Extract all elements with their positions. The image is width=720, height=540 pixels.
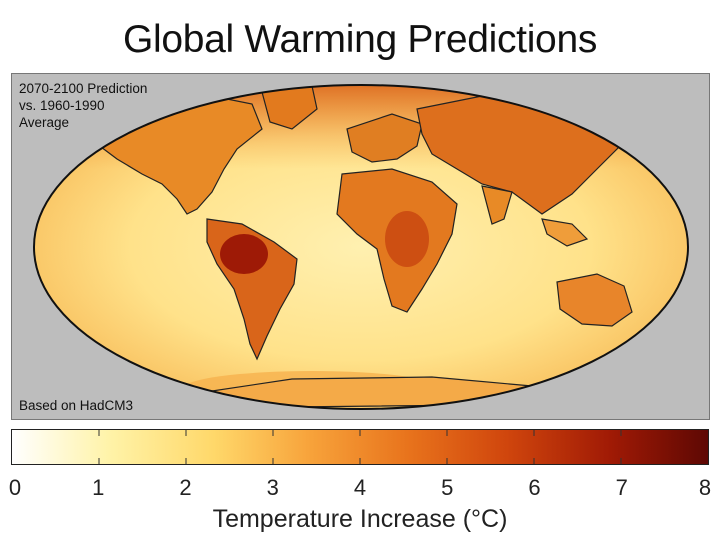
tick-label: 2	[179, 475, 192, 500]
temperature-colorbar	[11, 429, 709, 465]
tick-label: 6	[528, 475, 541, 500]
globe-outline	[33, 84, 689, 410]
prediction-note-line: 2070-2100 Prediction	[19, 81, 148, 96]
tick-label: 0	[8, 475, 22, 500]
india	[481, 185, 513, 225]
prediction-period-note: 2070-2100 Prediction vs. 1960-1990 Avera…	[19, 80, 147, 131]
page-title: Global Warming Predictions	[122, 18, 598, 61]
prediction-note-line: Average	[19, 115, 70, 130]
australia	[556, 273, 633, 327]
central-africa-hot-spot	[385, 211, 429, 267]
tick-label: 7	[615, 475, 628, 500]
tick-label: 1	[92, 475, 105, 500]
europe	[346, 113, 423, 163]
tick-label: 3	[266, 475, 279, 500]
model-source-note: Based on HadCM3	[19, 398, 134, 413]
colorbar-tick-marks	[98, 430, 622, 464]
tick-label: 8	[698, 475, 712, 500]
tick-label: 5	[441, 475, 454, 500]
prediction-note-line: vs. 1960-1990	[19, 98, 105, 113]
world-temperature-map	[33, 84, 689, 410]
world-map-panel: 2070-2100 Prediction vs. 1960-1990 Avera…	[11, 73, 710, 420]
amazon-hot-spot	[220, 234, 268, 274]
continents	[91, 85, 633, 409]
colorbar-axis-label: Temperature Increase (°C)	[212, 505, 508, 533]
southeast-asia	[541, 218, 589, 247]
tick-label: 4	[353, 475, 367, 500]
